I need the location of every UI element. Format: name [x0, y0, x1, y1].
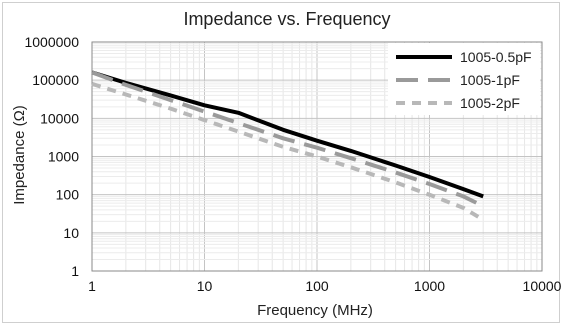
- legend-label: 1005-2pF: [460, 95, 520, 111]
- y-tick-label: 10000: [40, 110, 79, 126]
- series-layer: [91, 70, 485, 222]
- y-tick-label: 1: [71, 263, 79, 279]
- series-line: [91, 70, 484, 199]
- plot-area-border: [91, 41, 543, 272]
- y-tick-label: 1000: [48, 149, 79, 165]
- y-axis-label: Impedance (Ω): [11, 105, 28, 205]
- legend: 1005-0.5pF 1005-1pF 1005-2pF: [388, 43, 540, 115]
- x-axis-label: Frequency (MHz): [257, 302, 373, 319]
- x-tick-label: 1: [88, 278, 96, 294]
- y-tick-label: 1000000: [24, 34, 79, 50]
- series-line: [91, 70, 485, 208]
- y-tick-label: 100: [56, 187, 80, 203]
- grid: [91, 42, 542, 272]
- legend-label: 1005-0.5pF: [460, 49, 532, 65]
- y-tick-label: 10: [63, 225, 79, 241]
- legend-label: 1005-1pF: [460, 72, 520, 88]
- chart-title: Impedance vs. Frequency: [183, 9, 390, 29]
- x-tick-label: 10000: [523, 278, 562, 294]
- tick-labels: 1 10 100 1000 10000 1 10 100 1000 10000 100000 1000…: [24, 34, 561, 294]
- x-tick-label: 1000: [414, 278, 445, 294]
- x-tick-label: 100: [305, 278, 329, 294]
- y-tick-label: 100000: [32, 72, 79, 88]
- x-tick-label: 10: [197, 278, 213, 294]
